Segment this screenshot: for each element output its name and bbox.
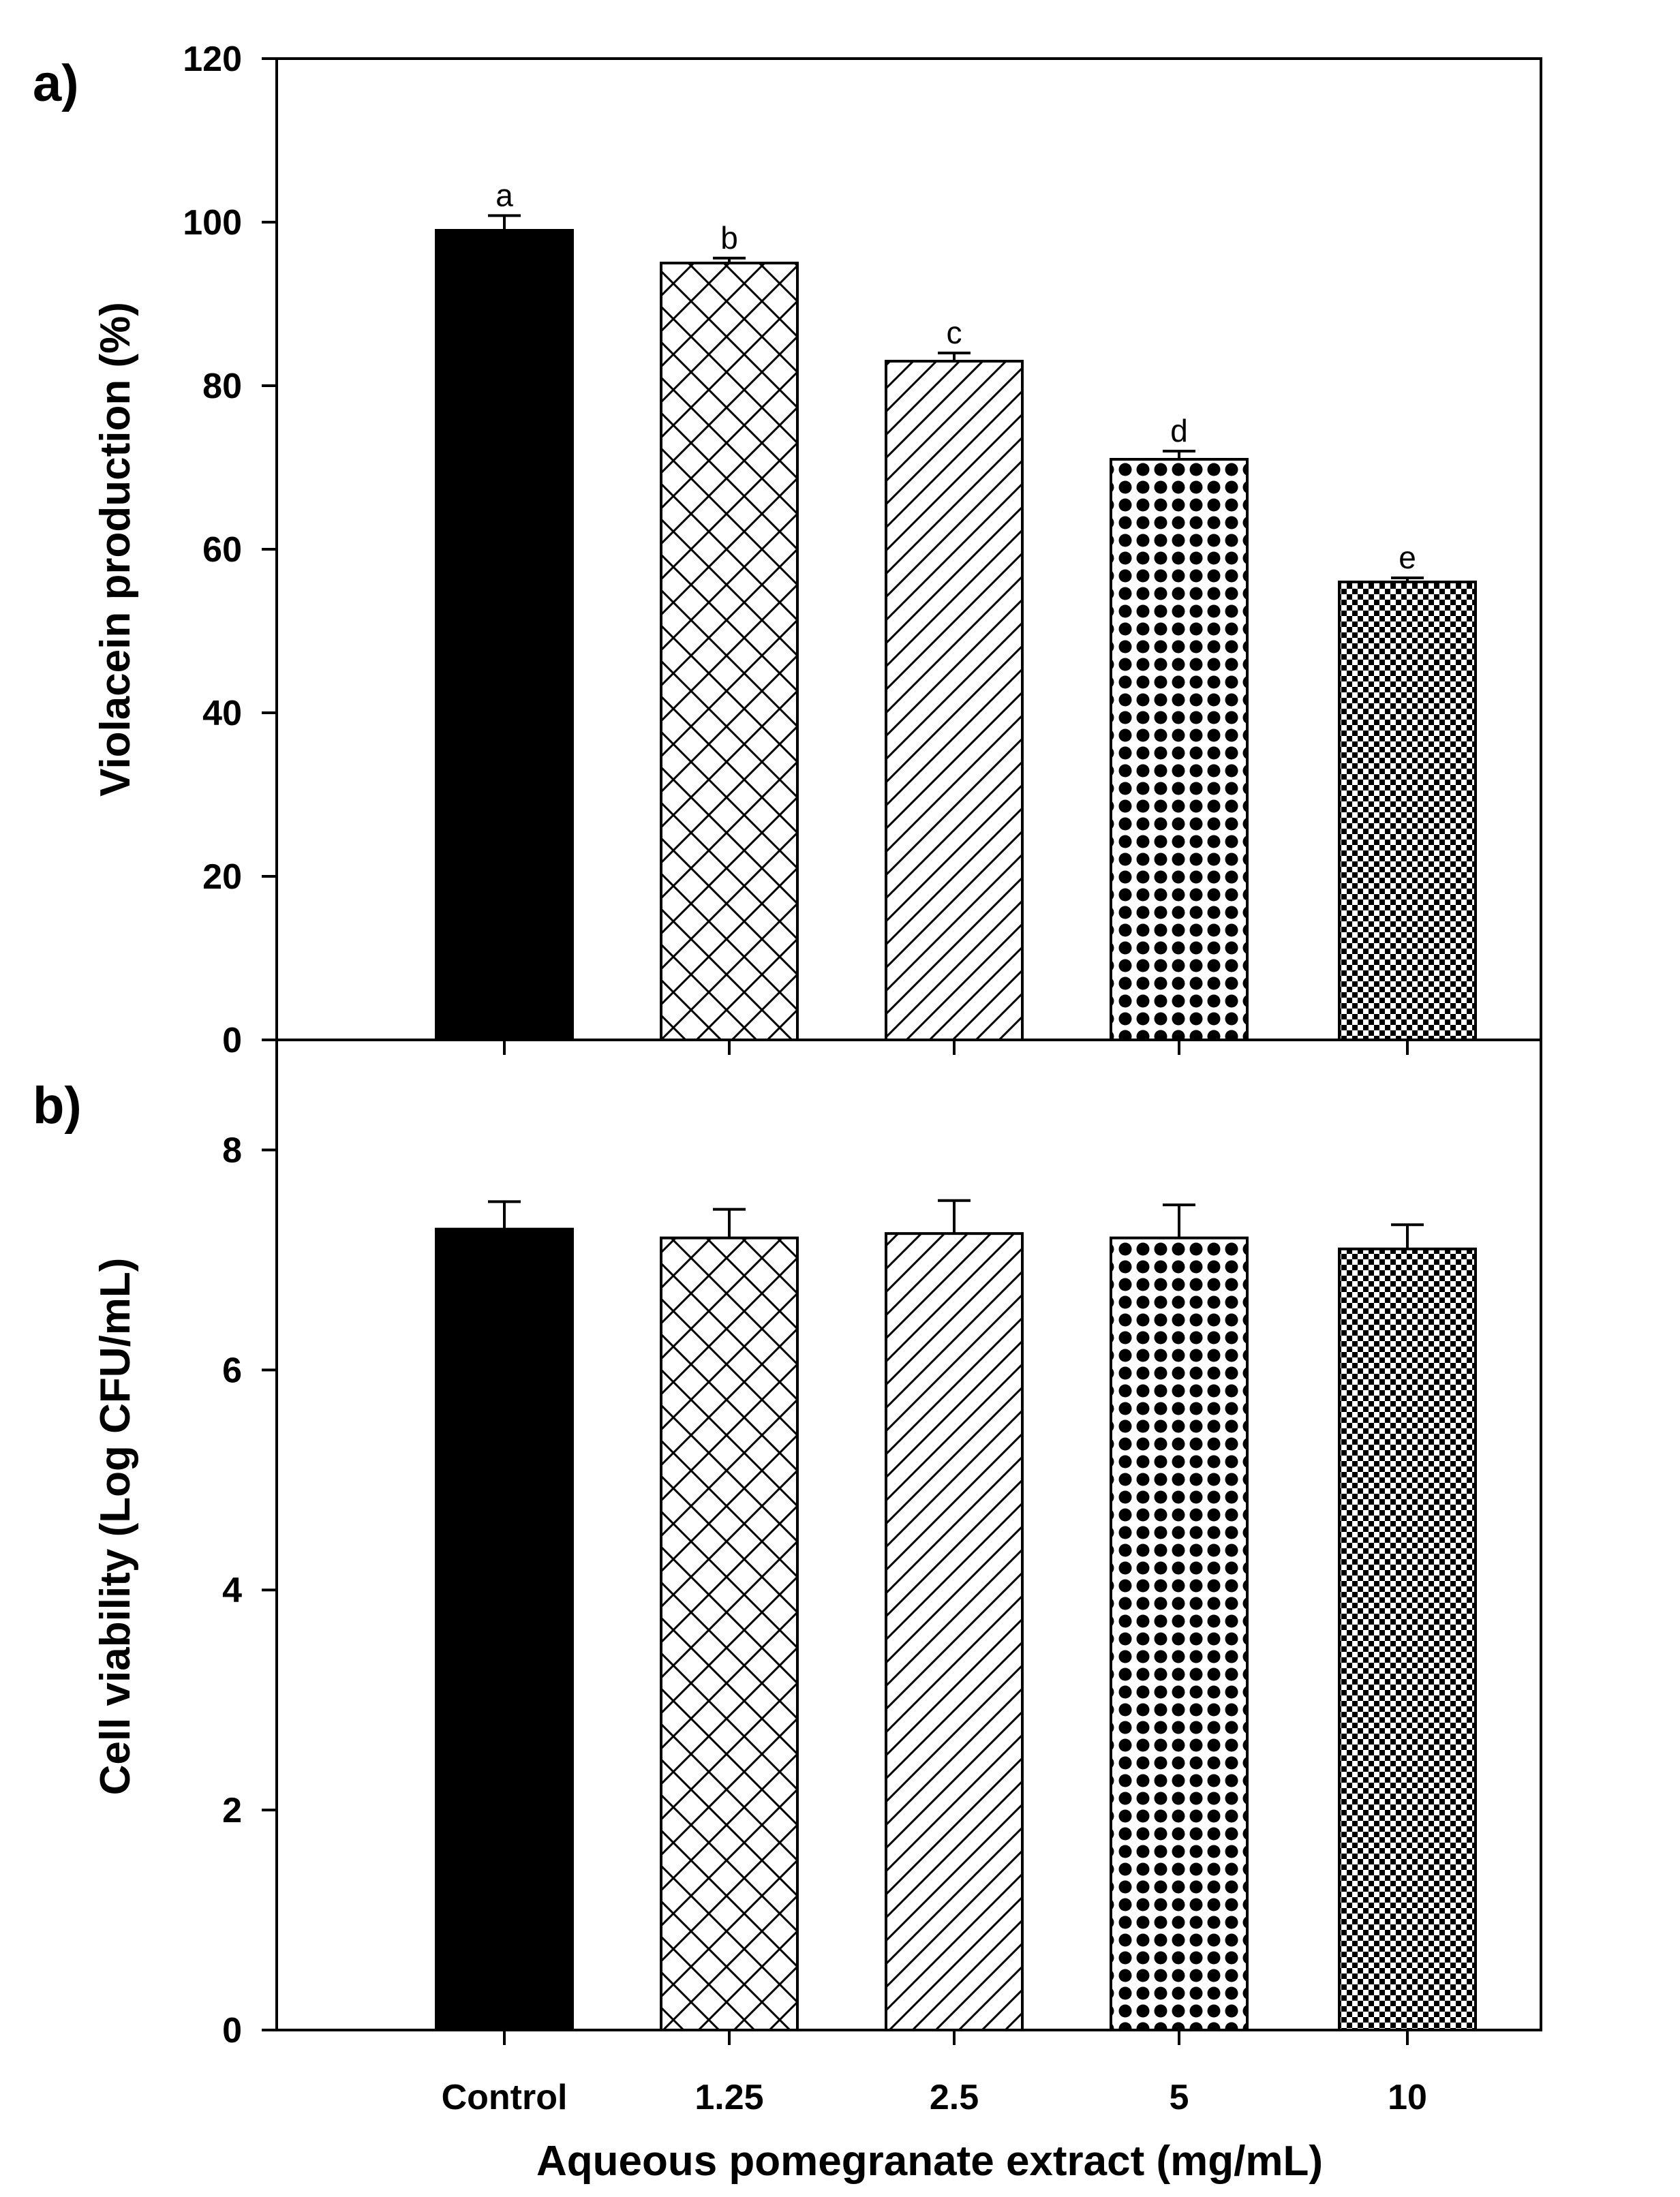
bar-b-0 xyxy=(435,1227,574,2031)
x-tick-label-4: 10 xyxy=(1388,2078,1427,2117)
y-tick-label-a-20: 20 xyxy=(202,857,242,897)
y-tick-label-b-2: 2 xyxy=(222,1791,242,1830)
bar-a-4 xyxy=(1338,581,1477,1041)
panel-b-chart: 0 2 4 6 8 Control 1.25 2.5 5 10 xyxy=(222,1131,1477,2117)
bar-a-1 xyxy=(660,262,799,1041)
y-tick-label-b-6: 6 xyxy=(222,1351,242,1390)
significance-letter-3: d xyxy=(1170,413,1188,448)
bar-b-1 xyxy=(660,1236,799,2031)
significance-letter-0: a xyxy=(495,177,513,213)
y-tick-label-a-120: 120 xyxy=(183,40,242,79)
panel-a-chart: 0 20 40 60 80 100 120 a b c d e xyxy=(183,40,1477,1060)
significance-letter-4: e xyxy=(1399,540,1416,575)
y-tick-label-a-80: 80 xyxy=(202,367,242,406)
y-tick-label-a-0: 0 xyxy=(222,1021,242,1060)
significance-letter-1: b xyxy=(720,220,738,256)
y-tick-label-b-8: 8 xyxy=(222,1131,242,1170)
bar-b-2 xyxy=(885,1232,1024,2031)
panel-a-label: a) xyxy=(33,55,79,112)
y-tick-label-a-60: 60 xyxy=(202,530,242,570)
x-axis-title: Aqueous pomegranate extract (mg/mL) xyxy=(536,2138,1323,2185)
x-tick-label-0: Control xyxy=(442,2078,568,2117)
x-tick-label-2: 2.5 xyxy=(930,2078,979,2117)
significance-letter-2: c xyxy=(947,315,962,350)
y-tick-label-b-0: 0 xyxy=(222,2011,242,2050)
panel-b-label: b) xyxy=(33,1077,82,1135)
y-tick-label-b-4: 4 xyxy=(222,1571,242,1610)
y-axis-title-a: Violacein production (%) xyxy=(92,302,139,797)
bar-a-0 xyxy=(435,229,574,1041)
bar-b-3 xyxy=(1110,1236,1249,2031)
x-tick-label-1: 1.25 xyxy=(694,2078,763,2117)
bar-a-2 xyxy=(885,360,1024,1041)
bar-a-3 xyxy=(1110,458,1249,1041)
bar-b-4 xyxy=(1338,1247,1477,2031)
y-tick-label-a-40: 40 xyxy=(202,694,242,733)
y-axis-title-b: Cell viability (Log CFU/mL) xyxy=(92,1258,139,1796)
x-tick-label-3: 5 xyxy=(1170,2078,1189,2117)
y-tick-label-a-100: 100 xyxy=(183,203,242,243)
